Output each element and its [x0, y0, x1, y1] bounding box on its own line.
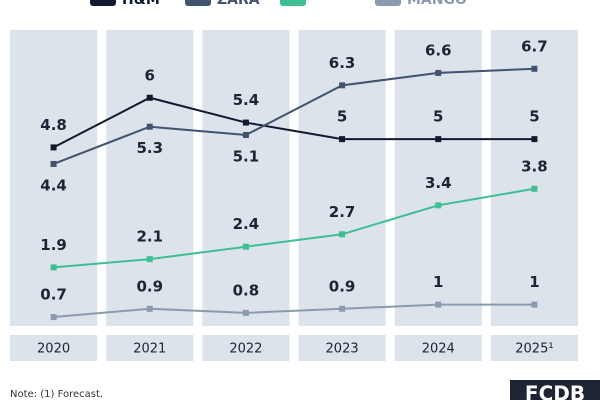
point — [242, 131, 249, 138]
column-band — [490, 30, 578, 326]
point — [435, 69, 442, 76]
data-label: 6.6 — [425, 41, 452, 59]
x-tick-label: 2020 — [37, 342, 70, 357]
brand: FCDB — [525, 382, 585, 400]
point — [339, 305, 346, 312]
series-line — [53, 187, 535, 269]
point — [146, 256, 153, 263]
point — [50, 160, 57, 167]
point — [531, 65, 538, 72]
data-label: 0.8 — [233, 281, 260, 299]
year-box — [298, 335, 386, 361]
data-label: 0.9 — [136, 277, 163, 295]
data-label: 0.9 — [329, 277, 356, 295]
point — [435, 136, 442, 143]
point — [146, 94, 153, 101]
data-label: 1 — [433, 273, 443, 291]
data-label: 4.8 — [40, 116, 67, 134]
year-box — [202, 335, 290, 361]
data-label: 6 — [145, 66, 155, 84]
x-tick-label: 2024 — [422, 342, 455, 357]
point — [242, 309, 249, 316]
point — [242, 119, 249, 126]
legend-swatch — [90, 0, 116, 6]
legend-label: MANGO — [407, 0, 467, 8]
legend-label: ZARA — [217, 0, 260, 8]
legend: H&M ZARA MANGO — [90, 0, 467, 8]
point — [435, 301, 442, 308]
series-line — [53, 96, 535, 149]
point — [531, 185, 538, 192]
note: Note: (1) Forecast. — [10, 389, 103, 400]
point — [50, 144, 57, 151]
point — [146, 123, 153, 130]
point — [339, 82, 346, 89]
series-line — [53, 67, 535, 165]
data-label: 6.7 — [521, 37, 548, 55]
brand-box — [510, 380, 600, 400]
legend-swatch — [280, 0, 306, 6]
year-box — [106, 335, 194, 361]
x-tick-label: 2025¹ — [515, 342, 553, 357]
column-band — [298, 30, 386, 326]
year-box — [394, 335, 482, 361]
point — [50, 264, 57, 271]
data-label: 1.9 — [40, 236, 67, 254]
data-label: 5.4 — [233, 91, 260, 109]
column-band — [10, 30, 98, 326]
data-label: 2.4 — [233, 215, 260, 233]
data-label: 5.1 — [233, 147, 260, 165]
legend-label: H&M — [122, 0, 160, 8]
data-label: 5 — [529, 108, 539, 126]
point — [146, 305, 153, 312]
column-band — [394, 30, 482, 326]
x-tick-label: 2023 — [326, 342, 359, 357]
data-label: 6.3 — [329, 54, 356, 72]
data-label: 1 — [529, 273, 539, 291]
column-band — [202, 30, 290, 326]
data-label: 2.7 — [329, 203, 356, 221]
point — [435, 202, 442, 209]
data-label: 4.4 — [40, 176, 67, 194]
x-tick-label: 2021 — [133, 342, 166, 357]
x-tick-label: 2022 — [229, 342, 262, 357]
point — [531, 301, 538, 308]
data-label: 5 — [433, 108, 443, 126]
data-label: 5 — [337, 108, 347, 126]
data-label: 5.3 — [136, 139, 163, 157]
legend-swatch — [375, 0, 401, 6]
point — [339, 136, 346, 143]
series-line — [53, 303, 535, 319]
column-band — [106, 30, 194, 326]
column-bands — [10, 30, 578, 361]
point — [531, 136, 538, 143]
point — [242, 243, 249, 250]
point — [50, 314, 57, 321]
year-box — [10, 335, 98, 361]
legend-swatch — [185, 0, 211, 6]
year-box — [490, 335, 578, 361]
data-label: 2.1 — [136, 228, 163, 246]
data-label: 3.4 — [425, 174, 452, 192]
point — [339, 231, 346, 238]
data-label: 3.8 — [521, 157, 548, 175]
data-label: 0.7 — [40, 286, 67, 304]
